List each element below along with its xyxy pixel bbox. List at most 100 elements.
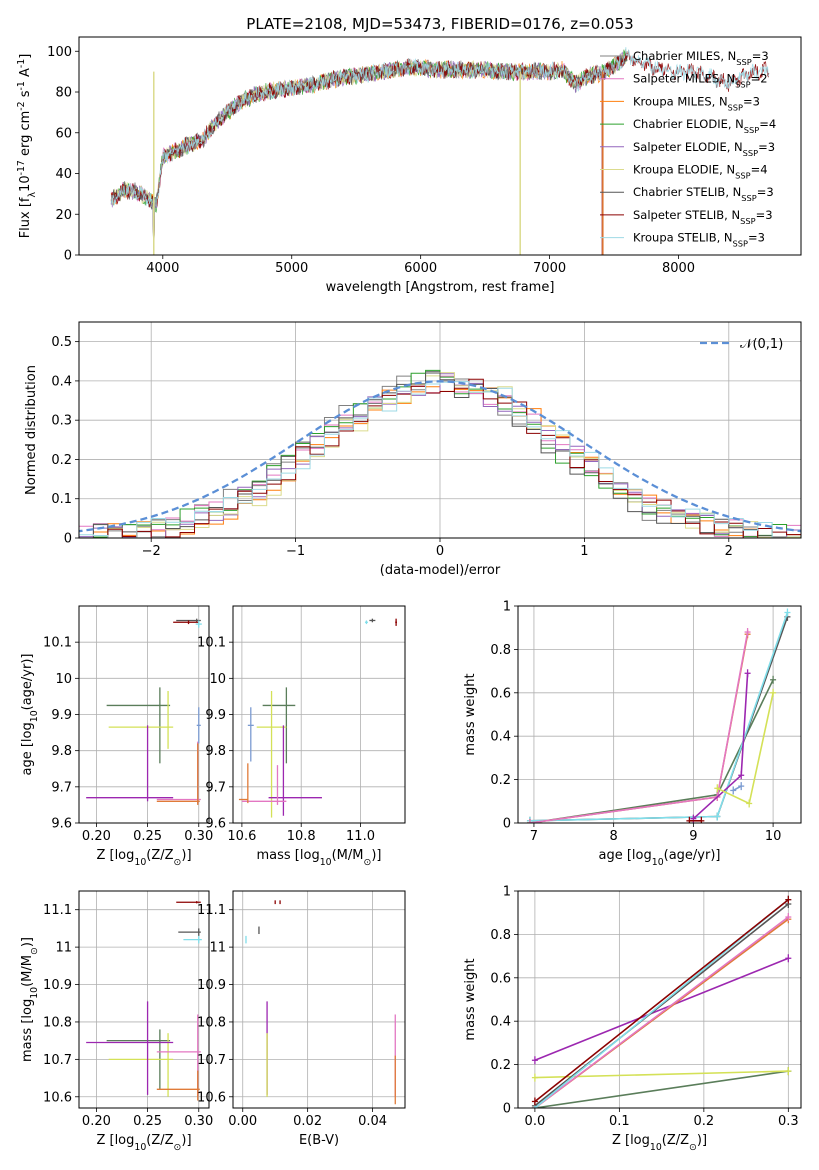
mass-weight-series-4 — [534, 916, 789, 1108]
histogram-series-8 — [79, 381, 801, 538]
y-tick-label: 11.1 — [197, 903, 226, 918]
legend-label: Salpeter STELIB, NSSP=3 — [633, 208, 773, 226]
y-tick-label: 10.8 — [197, 1015, 226, 1030]
x-tick-label: 0.04 — [358, 1114, 387, 1129]
y-axis-label: mass [log10(M/M⊙)] — [20, 937, 40, 1062]
panel-age-vs-mass: 10.6 10.8 11.0 9.6 9.7 9.8 9.9 10 10.1 mass [log1… — [197, 605, 406, 868]
axes-frame — [78, 321, 802, 539]
y-tick-label: 9.6 — [205, 817, 226, 832]
x-tick-label: 0.02 — [293, 1114, 322, 1129]
y-tick-label: 0.3 — [51, 414, 72, 429]
y-tick-label: 10.7 — [197, 1053, 226, 1068]
errorbar-point — [183, 935, 202, 944]
plot-area — [238, 618, 397, 818]
errorbar-point — [195, 620, 202, 628]
mass-weight-series-8 — [732, 785, 742, 792]
y-tick-label: 9.6 — [51, 817, 72, 832]
x-axis-label: Z [log10(Z/Z⊙)] — [96, 848, 191, 868]
y-axis-label: mass weight — [463, 958, 478, 1040]
y-tick-label: 0.2 — [490, 773, 511, 788]
y-tick-label: 9.8 — [51, 744, 72, 759]
y-tick-label: 0.6 — [490, 971, 511, 986]
axes-frame — [78, 890, 210, 1109]
y-tick-label: 100 — [47, 45, 72, 60]
y-tick-label: 10.7 — [43, 1053, 72, 1068]
panel-mass-weight-vs-age: 7 8 9 10 0 0.2 0.4 0.6 0.8 1 age [log10(age/yr)] ma… — [463, 600, 802, 868]
x-tick-label: 5000 — [275, 261, 308, 276]
mass-weight-series-2 — [534, 957, 789, 1062]
y-tick-label: 20 — [55, 208, 72, 223]
y-axis-label: age [log10(age/yr)] — [20, 654, 40, 776]
x-tick-label: 10.8 — [287, 829, 316, 844]
errorbar-point — [369, 618, 376, 623]
y-tick-label: 0 — [64, 532, 72, 547]
mass-weight-series-1 — [529, 616, 789, 822]
errorbar-point — [247, 707, 254, 762]
x-tick-label: 4000 — [146, 261, 179, 276]
x-tick-label: 0.3 — [778, 1114, 799, 1129]
y-tick-label: 0.1 — [51, 492, 72, 507]
errorbar-point — [156, 1014, 201, 1097]
legend-label: Kroupa MILES, NSSP=3 — [633, 94, 760, 112]
chart-title: PLATE=2108, MJD=53473, FIBERID=0176, z=0… — [246, 15, 633, 33]
x-axis-label: mass [log10(M/M⊙)] — [257, 848, 382, 868]
errorbar-point — [241, 765, 287, 805]
plot-area — [531, 895, 792, 1108]
histogram-series-6 — [79, 372, 801, 538]
x-tick-label: 10.6 — [227, 829, 256, 844]
y-tick-label: 40 — [55, 167, 72, 182]
x-axis-label: E(B-V) — [299, 1133, 339, 1148]
mass-weight-series-0 — [534, 1070, 789, 1108]
x-axis-label: wavelength [Angstrom, rest frame] — [326, 280, 555, 295]
x-tick-label: 0.20 — [82, 1114, 111, 1129]
x-tick-label: 0.2 — [694, 1114, 715, 1129]
x-tick-label: 9 — [689, 829, 697, 844]
errorbar-point — [262, 687, 296, 764]
x-tick-label: 6000 — [404, 261, 437, 276]
plot-area — [79, 369, 801, 538]
mass-weight-series-5 — [534, 903, 789, 1107]
y-tick-label: 9.9 — [205, 708, 226, 723]
x-tick-label: 0.30 — [184, 1114, 213, 1129]
x-axis-label: (data-model)/error — [380, 563, 501, 578]
errorbar-point — [106, 687, 171, 764]
x-axis-label: Z [log10(Z/Z⊙)] — [96, 1133, 191, 1153]
y-tick-label: 1 — [503, 885, 511, 900]
errorbar-point — [268, 725, 322, 816]
mass-weight-series-6 — [534, 899, 789, 1108]
x-tick-label: 0.30 — [184, 829, 213, 844]
y-tick-label: 10.6 — [197, 1090, 226, 1105]
x-tick-label: 0.1 — [609, 1114, 630, 1129]
y-tick-label: 9.9 — [51, 708, 72, 723]
legend-label: Chabrier STELIB, NSSP=3 — [633, 185, 774, 203]
y-tick-label: 10 — [55, 672, 72, 687]
x-tick-label: 7000 — [533, 261, 566, 276]
x-tick-label: 10 — [765, 829, 782, 844]
y-tick-label: 11 — [209, 941, 226, 956]
errorbar-point — [156, 1070, 200, 1101]
x-tick-label: 0 — [436, 544, 444, 559]
axes-frame — [517, 890, 802, 1109]
plot-area — [526, 608, 791, 823]
axes-frame — [517, 605, 802, 824]
panel-spectrum: 4000 5000 6000 7000 8000 0 20 40 60 80 100 waveleng… — [16, 15, 802, 295]
axes-frame — [232, 605, 406, 824]
y-axis-label: mass weight — [463, 673, 478, 755]
legend-label: Chabrier MILES, NSSP=3 — [633, 49, 769, 67]
y-tick-label: 0.4 — [490, 1015, 511, 1030]
x-tick-label: 0.00 — [228, 1114, 257, 1129]
errorbar-point — [108, 690, 174, 749]
y-tick-label: 1 — [503, 600, 511, 615]
legend-label: 𝒩(0,1) — [740, 337, 783, 352]
y-tick-label: 80 — [55, 86, 72, 101]
axes-frame — [78, 36, 802, 256]
legend-label: Kroupa ELODIE, NSSP=4 — [633, 163, 768, 181]
y-tick-label: 10.9 — [43, 978, 72, 993]
errorbar-point — [238, 763, 249, 804]
mass-weight-series-7 — [534, 899, 789, 1103]
plot-area — [86, 618, 202, 805]
mass-weight-series-0 — [529, 679, 774, 823]
x-axis-label: Z [log10(Z/Z⊙)] — [612, 1133, 707, 1153]
y-tick-label: 0.2 — [490, 1058, 511, 1073]
